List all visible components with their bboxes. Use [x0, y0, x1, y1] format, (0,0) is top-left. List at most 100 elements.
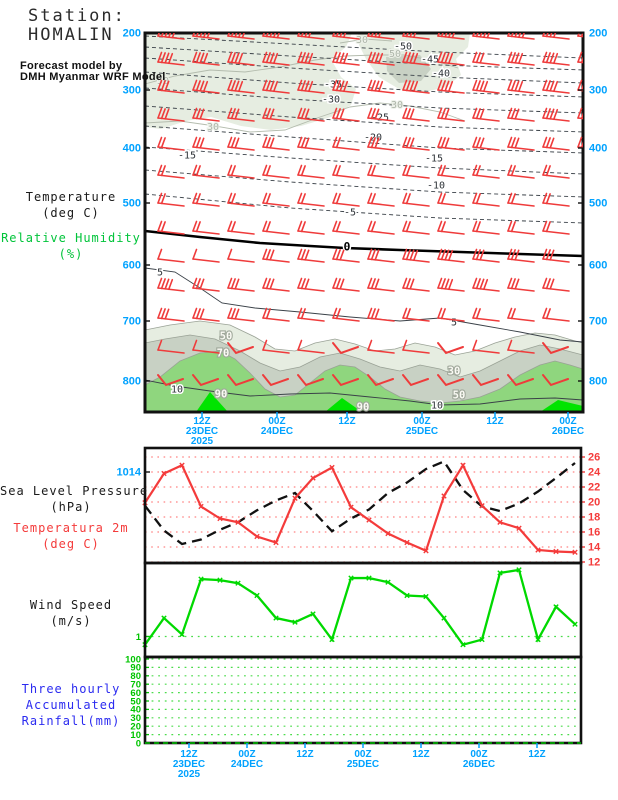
svg-text:10: 10 — [171, 385, 183, 396]
svg-text:-45: -45 — [421, 55, 439, 66]
svg-text:25DEC: 25DEC — [347, 759, 379, 770]
svg-text:90: 90 — [357, 402, 370, 414]
upper-left-label-rh: Relative Humidity — [1, 231, 141, 245]
model-note-line2: DMH Myanmar WRF Model — [20, 71, 166, 83]
svg-text:20: 20 — [130, 722, 141, 733]
svg-text:00Z: 00Z — [470, 749, 487, 760]
svg-text:700: 700 — [589, 316, 607, 328]
svg-text:23DEC: 23DEC — [173, 759, 205, 770]
svg-text:1: 1 — [136, 632, 142, 643]
svg-text:00Z: 00Z — [238, 749, 255, 760]
svg-text:700: 700 — [123, 316, 141, 328]
svg-text:90: 90 — [215, 389, 228, 401]
svg-text:12Z: 12Z — [412, 749, 429, 760]
svg-text:10: 10 — [431, 401, 443, 412]
svg-text:12Z: 12Z — [296, 749, 313, 760]
svg-text:50: 50 — [130, 696, 141, 707]
upper-left-label-temperature: Temperature — [25, 190, 117, 204]
svg-text:0: 0 — [344, 240, 351, 254]
svg-text:400: 400 — [589, 143, 607, 155]
svg-text:24DEC: 24DEC — [261, 426, 293, 437]
svg-text:-30: -30 — [322, 95, 340, 106]
svg-text:500: 500 — [123, 198, 141, 210]
svg-text:500: 500 — [589, 198, 607, 210]
svg-text:00Z: 00Z — [354, 749, 371, 760]
svg-text:12Z: 12Z — [486, 416, 503, 427]
slp-units-label: (hPa) — [50, 500, 92, 514]
svg-text:24DEC: 24DEC — [231, 759, 263, 770]
svg-text:40: 40 — [130, 705, 141, 716]
svg-text:30: 30 — [207, 122, 219, 133]
svg-text:22: 22 — [588, 482, 600, 494]
svg-text:50: 50 — [453, 390, 466, 402]
svg-text:30: 30 — [391, 100, 403, 111]
svg-text:50: 50 — [220, 331, 233, 343]
svg-text:12Z: 12Z — [193, 416, 210, 427]
station-label: Station: — [28, 6, 126, 26]
svg-text:300: 300 — [589, 85, 607, 97]
svg-text:-40: -40 — [432, 69, 450, 80]
svg-text:14: 14 — [588, 542, 601, 554]
svg-text:00Z: 00Z — [413, 416, 430, 427]
svg-text:20: 20 — [588, 497, 600, 509]
svg-text:-5: -5 — [344, 208, 356, 219]
svg-text:800: 800 — [589, 376, 607, 388]
svg-text:12Z: 12Z — [528, 749, 545, 760]
svg-text:26DEC: 26DEC — [552, 426, 584, 437]
svg-text:18: 18 — [588, 512, 600, 524]
wind-units-label: (m/s) — [50, 614, 92, 628]
svg-text:50: 50 — [389, 49, 401, 60]
svg-text:00Z: 00Z — [559, 416, 576, 427]
upper-left-label-degc: (deg C) — [42, 206, 100, 220]
svg-text:00Z: 00Z — [268, 416, 285, 427]
svg-text:2025: 2025 — [191, 436, 214, 447]
svg-text:1014: 1014 — [117, 467, 142, 479]
svg-text:-50: -50 — [394, 42, 412, 53]
svg-text:26: 26 — [588, 452, 600, 464]
svg-text:2025: 2025 — [178, 769, 201, 780]
svg-text:-10: -10 — [427, 181, 445, 192]
wind-speed-label: Wind Speed — [29, 598, 113, 612]
svg-text:300: 300 — [123, 85, 141, 97]
svg-text:5: 5 — [157, 268, 163, 279]
svg-text:30: 30 — [130, 713, 141, 724]
svg-text:26DEC: 26DEC — [463, 759, 495, 770]
model-note-line1: Forecast model by — [20, 60, 123, 72]
svg-text:30: 30 — [448, 366, 461, 378]
svg-text:-35: -35 — [324, 80, 342, 91]
svg-text:70: 70 — [130, 680, 141, 691]
svg-text:-15: -15 — [425, 154, 443, 165]
temp2m-units-label: (deg C) — [42, 537, 100, 551]
svg-text:5: 5 — [451, 318, 457, 329]
svg-text:400: 400 — [123, 143, 141, 155]
svg-text:200: 200 — [123, 28, 141, 40]
svg-text:60: 60 — [130, 688, 141, 699]
svg-text:10: 10 — [130, 730, 141, 741]
svg-text:23DEC: 23DEC — [186, 426, 218, 437]
svg-text:12: 12 — [588, 557, 600, 569]
svg-text:-25: -25 — [371, 113, 389, 124]
svg-text:24: 24 — [588, 467, 601, 479]
svg-text:200: 200 — [589, 28, 607, 40]
upper-left-label-rh-pct: (%) — [58, 247, 84, 261]
svg-text:100: 100 — [125, 654, 141, 665]
svg-text:800: 800 — [123, 376, 141, 388]
temp2m-label: Temperatura 2m — [13, 521, 129, 535]
svg-text:70: 70 — [217, 348, 230, 360]
svg-text:600: 600 — [123, 260, 141, 272]
svg-text:-15: -15 — [178, 151, 196, 162]
svg-text:600: 600 — [589, 260, 607, 272]
rain-label-line1: Three hourly — [21, 682, 121, 696]
station-name: HOMALIN — [28, 25, 114, 45]
svg-text:80: 80 — [130, 671, 141, 682]
svg-text:12Z: 12Z — [180, 749, 197, 760]
svg-text:12Z: 12Z — [338, 416, 355, 427]
svg-text:90: 90 — [130, 663, 141, 674]
rain-label-line3: Rainfall(mm) — [21, 714, 121, 728]
svg-text:30: 30 — [356, 35, 368, 46]
svg-text:0: 0 — [136, 738, 141, 749]
svg-text:16: 16 — [588, 527, 600, 539]
svg-text:25DEC: 25DEC — [406, 426, 438, 437]
